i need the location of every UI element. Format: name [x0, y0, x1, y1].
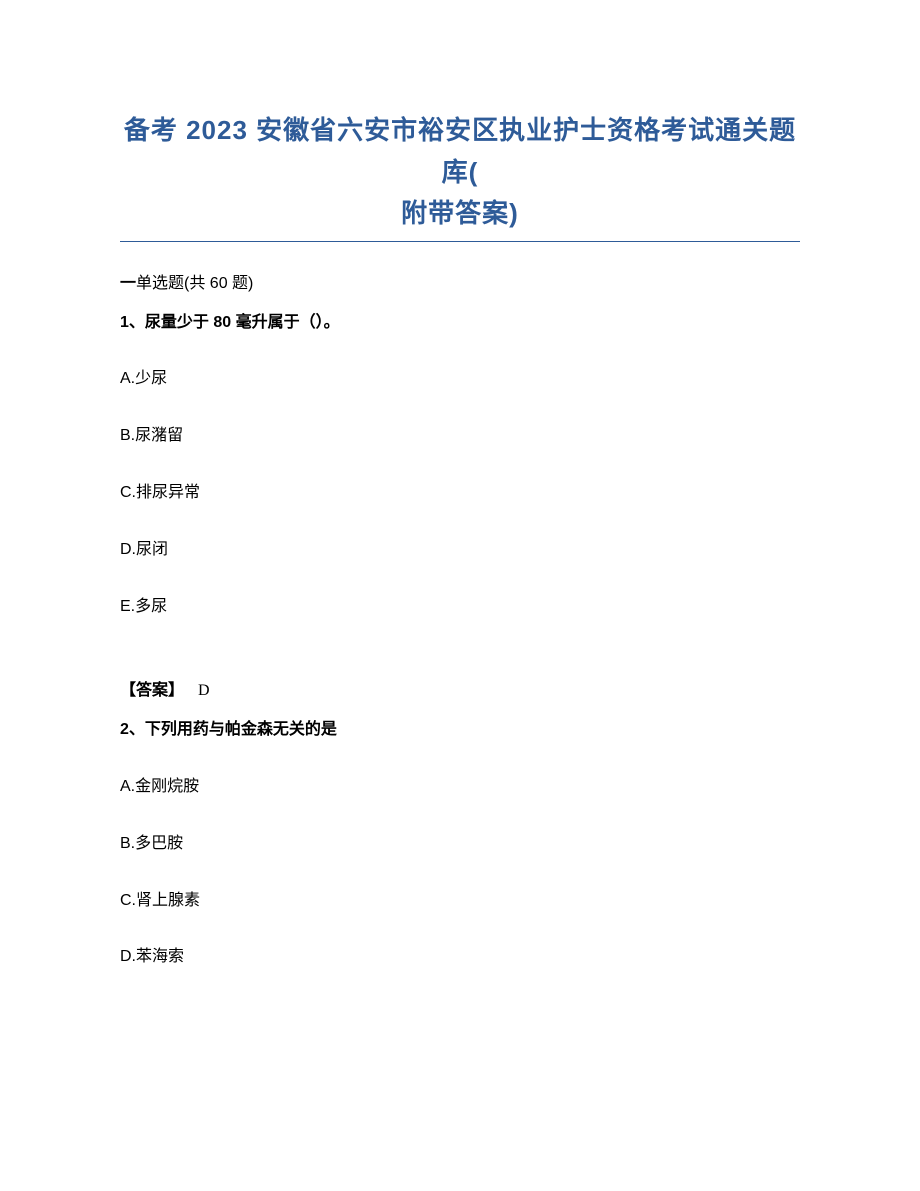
q1-option-a: A.少尿 [120, 365, 800, 394]
q2-option-d: D.苯海索 [120, 943, 800, 972]
q1-option-c: C.排尿异常 [120, 479, 800, 508]
title-line-1: 备考 2023 安徽省六安市裕安区执业护士资格考试通关题库( [120, 110, 800, 193]
section-header: 一单选题(共 60 题) [120, 270, 800, 299]
q2-option-b: B.多巴胺 [120, 830, 800, 859]
q2-stem: 2、下列用药与帕金森无关的是 [120, 716, 800, 745]
title-line-2: 附带答案) [120, 193, 800, 235]
q1-answer-letter: D [198, 682, 210, 699]
section-label: 单选题(共 60 题) [136, 275, 253, 292]
section-prefix: 一 [120, 275, 136, 292]
q1-option-d: D.尿闭 [120, 536, 800, 565]
q1-option-e: E.多尿 [120, 593, 800, 622]
q1-stem: 1、尿量少于 80 毫升属于（）。 [120, 309, 800, 338]
q1-answer: 【答案】 D [120, 677, 800, 706]
q1-option-b: B.尿潴留 [120, 422, 800, 451]
title-underline [120, 241, 800, 242]
q1-answer-label: 【答案】 [120, 682, 184, 699]
title-block: 备考 2023 安徽省六安市裕安区执业护士资格考试通关题库( 附带答案) [120, 110, 800, 235]
page: 备考 2023 安徽省六安市裕安区执业护士资格考试通关题库( 附带答案) 一单选… [0, 0, 920, 972]
q2-option-c: C.肾上腺素 [120, 887, 800, 916]
q2-option-a: A.金刚烷胺 [120, 773, 800, 802]
